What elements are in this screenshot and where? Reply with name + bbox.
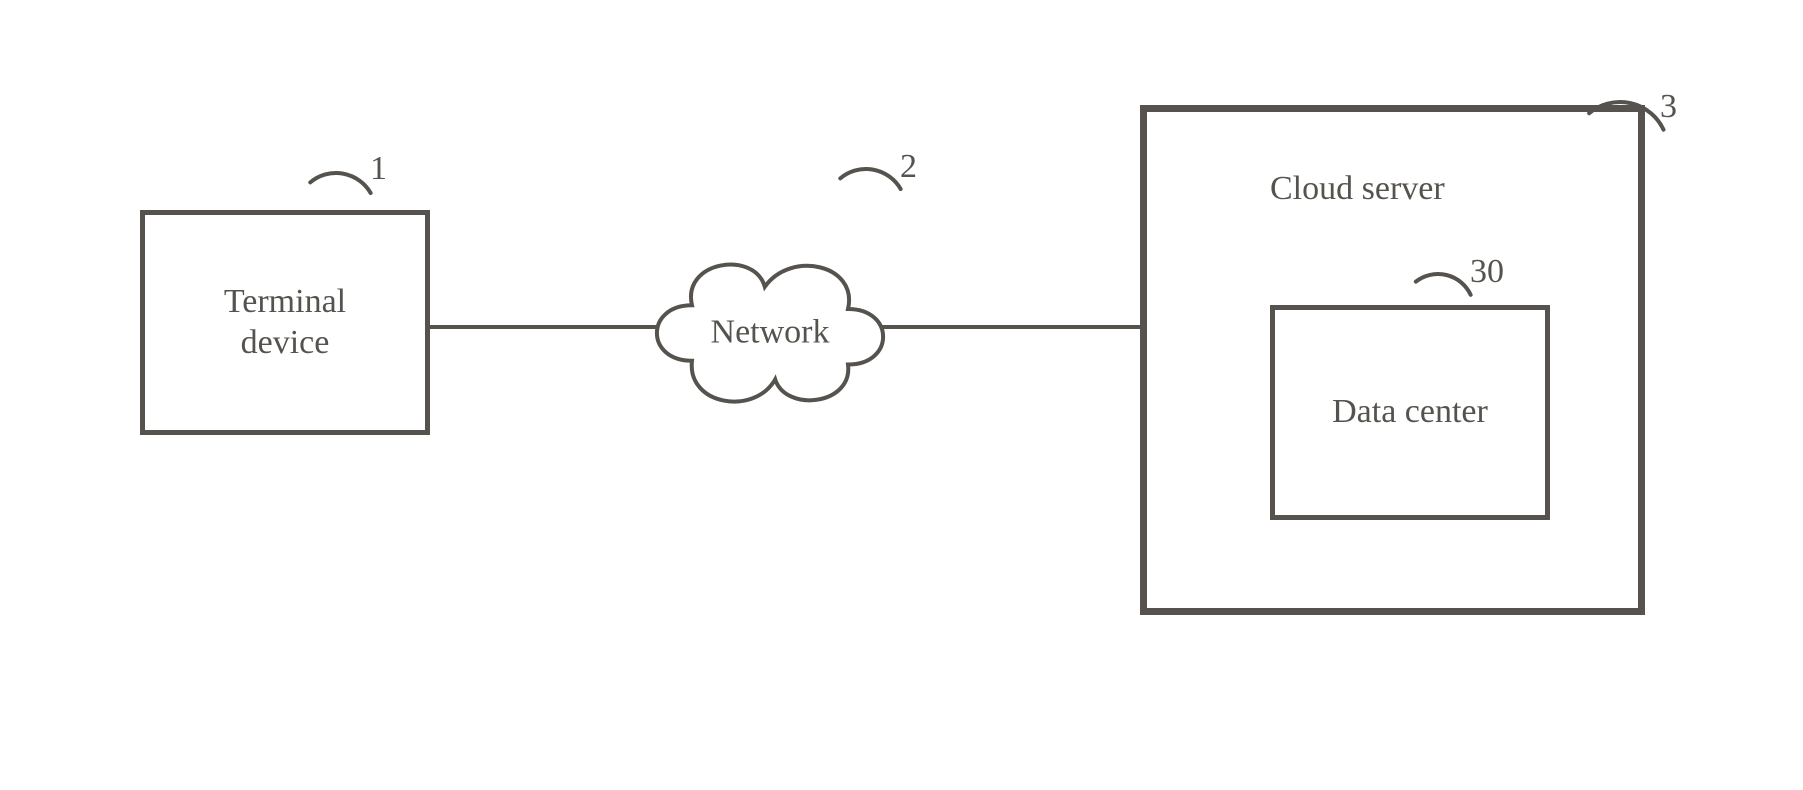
terminal-label-line2: device — [241, 323, 330, 364]
connector-network-cloud — [880, 325, 1142, 329]
terminal-label-line1: Terminal — [224, 282, 346, 323]
terminal-ref-arc — [290, 167, 382, 259]
cloud-server-ref-number: 3 — [1660, 88, 1677, 126]
terminal-ref-number: 1 — [370, 150, 387, 188]
terminal-device-box: Terminal device — [140, 210, 430, 435]
network-cloud-icon: Network — [640, 235, 900, 420]
data-center-ref-arc — [1396, 268, 1480, 352]
data-center-label: Data center — [1332, 392, 1488, 433]
cloud-server-ref-arc — [1566, 96, 1674, 204]
diagram-canvas: Terminal device 1 Network 2 Cloud server… — [0, 0, 1803, 790]
connector-terminal-network — [430, 325, 658, 329]
network-ref-arc — [820, 163, 912, 255]
data-center-ref-number: 30 — [1470, 253, 1504, 291]
network-label: Network — [711, 314, 830, 351]
cloud-server-label: Cloud server — [1270, 170, 1445, 208]
network-ref-number: 2 — [900, 148, 917, 186]
